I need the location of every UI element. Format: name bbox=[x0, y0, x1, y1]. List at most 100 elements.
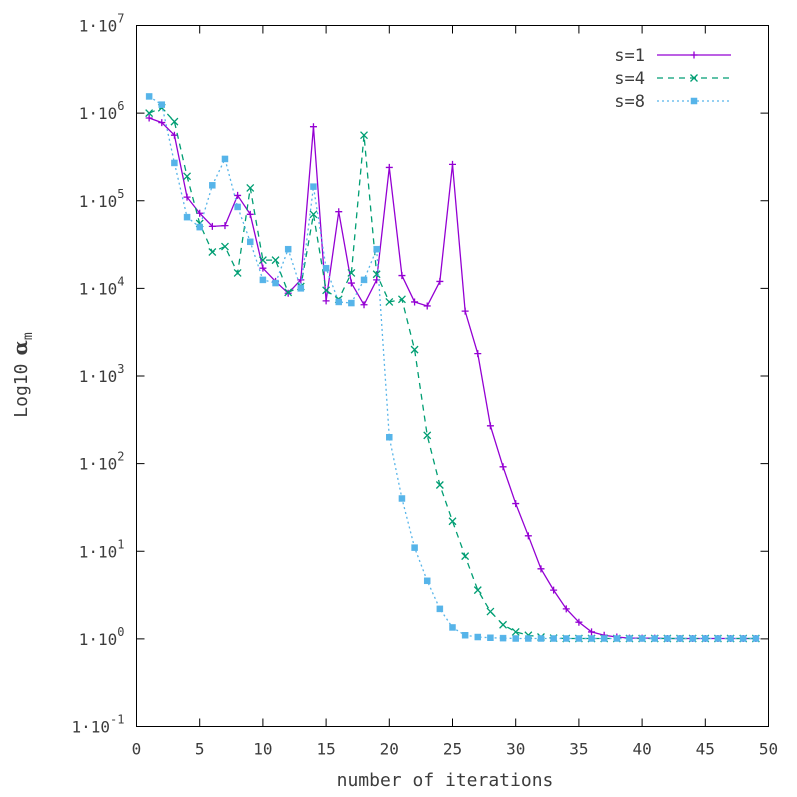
y-tick-label: 1·10-1 bbox=[72, 713, 125, 737]
data-point bbox=[297, 276, 305, 284]
y-axis-label-prefix: Log10 bbox=[11, 364, 32, 418]
data-point bbox=[423, 577, 431, 585]
data-point bbox=[398, 495, 406, 502]
data-point bbox=[411, 544, 418, 551]
data-point bbox=[436, 605, 444, 613]
y-tick-base: 1·10 bbox=[79, 542, 118, 561]
data-point bbox=[259, 276, 267, 284]
data-point bbox=[183, 193, 191, 201]
data-point bbox=[158, 119, 166, 127]
legend-label: s=1 bbox=[614, 46, 645, 66]
data-point bbox=[259, 264, 267, 272]
data-point bbox=[158, 101, 166, 108]
data-point bbox=[423, 302, 431, 310]
data-point bbox=[600, 635, 608, 642]
data-point bbox=[271, 256, 280, 265]
data-point bbox=[360, 301, 368, 309]
data-point bbox=[309, 123, 317, 131]
data-point bbox=[511, 627, 520, 636]
data-point bbox=[613, 635, 621, 642]
data-point bbox=[588, 635, 595, 642]
data-point bbox=[385, 297, 394, 306]
data-point bbox=[512, 500, 520, 508]
data-point bbox=[499, 463, 507, 471]
y-tick-base: 1·10 bbox=[79, 192, 118, 211]
series-s=8 bbox=[145, 93, 760, 642]
data-point bbox=[258, 256, 267, 265]
y-tick-exponent: 5 bbox=[117, 187, 124, 201]
data-point bbox=[310, 183, 317, 190]
y-axis-label-symbol: α bbox=[8, 340, 32, 355]
data-point bbox=[562, 605, 570, 613]
series-line bbox=[148, 95, 756, 640]
data-point bbox=[183, 172, 192, 181]
data-point bbox=[373, 245, 380, 253]
y-axis-label: Log10 αm bbox=[8, 332, 36, 418]
y-tick-label: 1·100 bbox=[79, 625, 125, 649]
data-point bbox=[297, 285, 305, 292]
x-axis-label: number of iterations bbox=[337, 770, 554, 791]
x-tick-label: 0 bbox=[132, 740, 142, 759]
data-point bbox=[171, 159, 178, 167]
data-point bbox=[449, 624, 456, 631]
data-point bbox=[360, 131, 368, 140]
data-point bbox=[196, 223, 203, 231]
y-tick-exponent: 2 bbox=[117, 450, 124, 464]
data-point bbox=[550, 635, 557, 642]
y-tick-exponent: -1 bbox=[110, 713, 124, 727]
data-point bbox=[183, 213, 191, 221]
data-point bbox=[386, 433, 393, 441]
data-point bbox=[335, 208, 343, 216]
y-tick-label: 1·107 bbox=[79, 12, 125, 36]
data-point bbox=[461, 552, 470, 561]
data-point bbox=[348, 299, 355, 307]
legend-marker bbox=[690, 51, 698, 59]
y-tick-label: 1·102 bbox=[79, 450, 125, 474]
y-tick-label: 1·104 bbox=[79, 274, 125, 298]
data-point bbox=[739, 635, 747, 642]
data-point bbox=[246, 183, 255, 192]
data-point bbox=[410, 345, 419, 354]
y-tick-base: 1·10 bbox=[79, 367, 118, 386]
data-point bbox=[360, 276, 368, 284]
data-point bbox=[524, 532, 532, 540]
data-point bbox=[474, 350, 482, 358]
y-tick-label: 1·101 bbox=[79, 537, 125, 561]
data-point bbox=[322, 297, 330, 305]
x-tick-label: 30 bbox=[506, 740, 525, 759]
y-tick-base: 1·10 bbox=[79, 104, 118, 123]
data-point bbox=[234, 191, 242, 199]
data-point bbox=[436, 277, 444, 285]
y-tick-exponent: 6 bbox=[117, 99, 124, 113]
data-point bbox=[221, 155, 229, 163]
data-point bbox=[487, 634, 494, 642]
data-point bbox=[411, 298, 419, 306]
data-point bbox=[335, 298, 342, 306]
data-point bbox=[537, 635, 545, 642]
data-point bbox=[170, 117, 179, 126]
data-point bbox=[537, 565, 545, 573]
data-point bbox=[714, 635, 722, 642]
data-point bbox=[486, 607, 495, 616]
data-point bbox=[702, 635, 709, 642]
data-point bbox=[563, 635, 570, 642]
data-point bbox=[461, 307, 469, 315]
data-point bbox=[208, 248, 217, 256]
data-point bbox=[208, 222, 216, 230]
y-tick-base: 1·10 bbox=[79, 17, 118, 36]
data-point bbox=[550, 586, 558, 594]
y-tick-label: 1·103 bbox=[79, 362, 125, 386]
legend-marker bbox=[690, 97, 698, 105]
data-point bbox=[221, 222, 229, 230]
x-tick-label: 15 bbox=[316, 740, 335, 759]
data-point bbox=[221, 242, 229, 251]
series-layer bbox=[145, 93, 760, 643]
data-point bbox=[525, 635, 532, 642]
data-point bbox=[309, 210, 318, 219]
y-tick-exponent: 4 bbox=[117, 274, 124, 288]
data-point bbox=[284, 245, 292, 253]
data-point bbox=[676, 635, 684, 642]
y-tick-exponent: 3 bbox=[117, 362, 124, 376]
data-point bbox=[284, 288, 293, 297]
